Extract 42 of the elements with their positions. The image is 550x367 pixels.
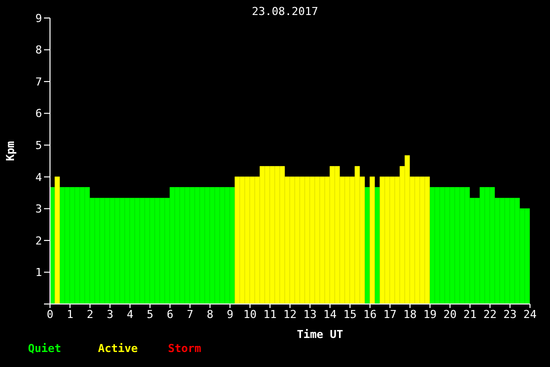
x-tick-label: 5 <box>146 308 154 321</box>
x-tick-label: 3 <box>106 308 114 321</box>
x-tick-label: 18 <box>403 308 417 321</box>
x-tick-label: 24 <box>523 308 537 321</box>
legend-label: Storm <box>168 342 202 355</box>
x-tick-label: 16 <box>363 308 377 321</box>
y-tick-label: 2 <box>35 234 42 248</box>
x-tick-label: 2 <box>86 308 94 321</box>
x-tick-label: 0 <box>46 308 54 321</box>
bar <box>54 176 60 304</box>
y-tick-label: 9 <box>35 12 42 25</box>
y-axis-title: Kpm <box>4 140 17 161</box>
chart-title: 23.08.2017 <box>252 5 318 18</box>
x-tick-label: 15 <box>343 308 357 321</box>
y-tick-label: 8 <box>35 44 42 57</box>
x-tick-label: 23 <box>503 308 517 321</box>
x-tick-label: 21 <box>463 308 477 321</box>
x-tick-label: 14 <box>323 308 337 321</box>
x-tick-label: 1 <box>66 308 74 321</box>
x-tick-label: 11 <box>263 308 277 321</box>
y-tick-label: 1 <box>35 266 42 280</box>
y-tick-label: 3 <box>35 202 42 216</box>
bar <box>370 176 375 304</box>
x-tick-label: 13 <box>303 308 317 321</box>
x-tick-label: 4 <box>126 308 134 321</box>
x-tick-label: 20 <box>443 308 457 321</box>
y-tick-label: 6 <box>35 107 42 120</box>
text: Active <box>98 342 139 355</box>
y-tick-label: 4 <box>35 170 42 184</box>
y-tick-label: 7 <box>35 75 42 88</box>
x-tick-label: 9 <box>226 308 234 321</box>
x-tick-label: 12 <box>283 308 297 321</box>
x-tick-label: 7 <box>186 308 194 321</box>
x-tick-label: 17 <box>383 308 397 321</box>
text: Quiet <box>28 342 62 355</box>
y-tick-label: 5 <box>35 139 42 152</box>
x-tick-label: 8 <box>206 308 214 321</box>
x-tick-label: 6 <box>166 308 174 321</box>
x-tick-label: 10 <box>243 308 257 321</box>
x-axis-title: Time UT <box>296 328 344 341</box>
x-tick-label: 22 <box>483 308 497 321</box>
x-tick-label: 19 <box>423 308 437 321</box>
